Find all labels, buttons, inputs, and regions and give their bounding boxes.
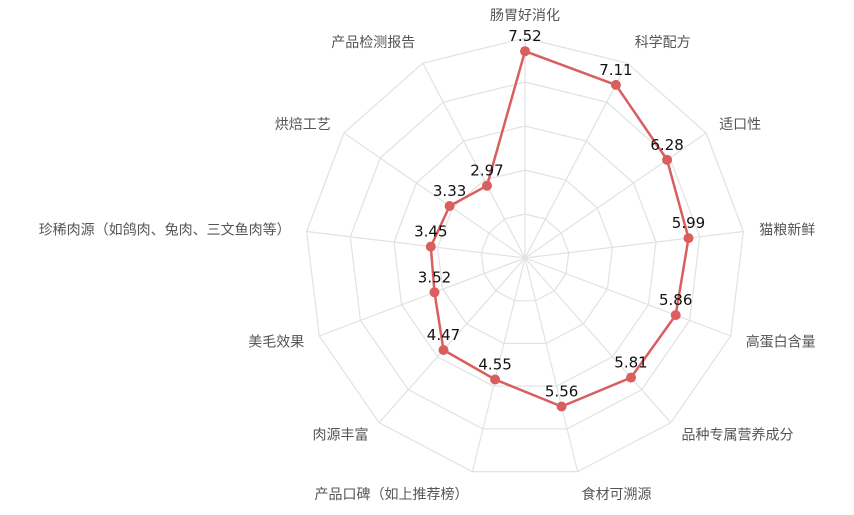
data-point: [438, 345, 449, 355]
data-point: [520, 46, 530, 57]
axis-line: [524, 230, 744, 259]
value-label: 5.81: [614, 354, 647, 372]
category-label: 肠胃好消化: [490, 8, 560, 24]
axis-line: [319, 257, 526, 337]
value-label: 7.11: [599, 61, 632, 79]
axis-line: [524, 132, 707, 259]
data-point: [556, 401, 567, 412]
value-label: 6.28: [650, 136, 683, 154]
radar-series: [429, 49, 690, 408]
radar-grid: [305, 37, 745, 473]
value-label: 5.86: [659, 291, 692, 309]
grid-ring: [349, 81, 701, 430]
series-line: [429, 49, 690, 408]
grid-ring: [305, 37, 745, 473]
axis-line: [378, 257, 526, 424]
axis-line: [343, 132, 526, 259]
value-label: 3.33: [433, 182, 466, 200]
axis-line: [471, 257, 526, 472]
data-point: [444, 201, 455, 211]
axis-line: [306, 230, 526, 259]
value-labels: 7.52 7.11 6.28 5.99 5.86 5.81 5.56 4.55 4.47 3.52…: [414, 27, 705, 400]
radar-axes: [306, 38, 744, 472]
data-point: [683, 233, 694, 244]
data-point: [662, 154, 673, 165]
category-label: 适口性: [719, 117, 761, 133]
category-label: 烘焙工艺: [275, 117, 331, 133]
value-label: 3.45: [414, 223, 447, 241]
category-label: 品种专属营养成分: [682, 428, 794, 444]
category-label: 产品检测报告: [331, 35, 415, 51]
radar-points: [425, 46, 694, 412]
category-label: 产品口碑（如上推荐榜）: [315, 486, 469, 503]
value-label: 3.52: [418, 268, 451, 286]
axis-line: [524, 62, 628, 259]
axis-line: [524, 257, 579, 472]
data-point: [610, 79, 621, 90]
grid-ring: [393, 125, 657, 387]
data-point: [490, 374, 501, 385]
data-point: [425, 241, 436, 252]
axis-line: [524, 257, 731, 337]
category-label: 珍稀肉源（如鸽肉、兔肉、三文鱼肉等）: [39, 222, 291, 239]
data-point: [670, 310, 681, 321]
category-label: 科学配方: [635, 35, 691, 51]
data-point: [429, 287, 440, 298]
value-label: 5.99: [672, 214, 705, 232]
data-point: [482, 180, 492, 191]
category-label: 肉源丰富: [313, 427, 369, 444]
axis-line: [422, 62, 526, 259]
grid-ring: [436, 169, 614, 344]
value-label: 4.55: [478, 356, 511, 374]
category-label: 食材可溯源: [582, 486, 652, 503]
grid-ring: [480, 213, 570, 302]
value-label: 2.97: [470, 162, 503, 180]
value-label: 5.56: [545, 383, 578, 401]
axis-line: [524, 257, 672, 424]
category-label: 高蛋白含量: [746, 334, 816, 351]
category-label: 猫粮新鲜: [759, 223, 815, 239]
data-point: [626, 372, 636, 383]
value-label: 4.47: [427, 326, 460, 344]
value-label: 7.52: [508, 27, 541, 45]
category-label: 美毛效果: [248, 335, 304, 351]
